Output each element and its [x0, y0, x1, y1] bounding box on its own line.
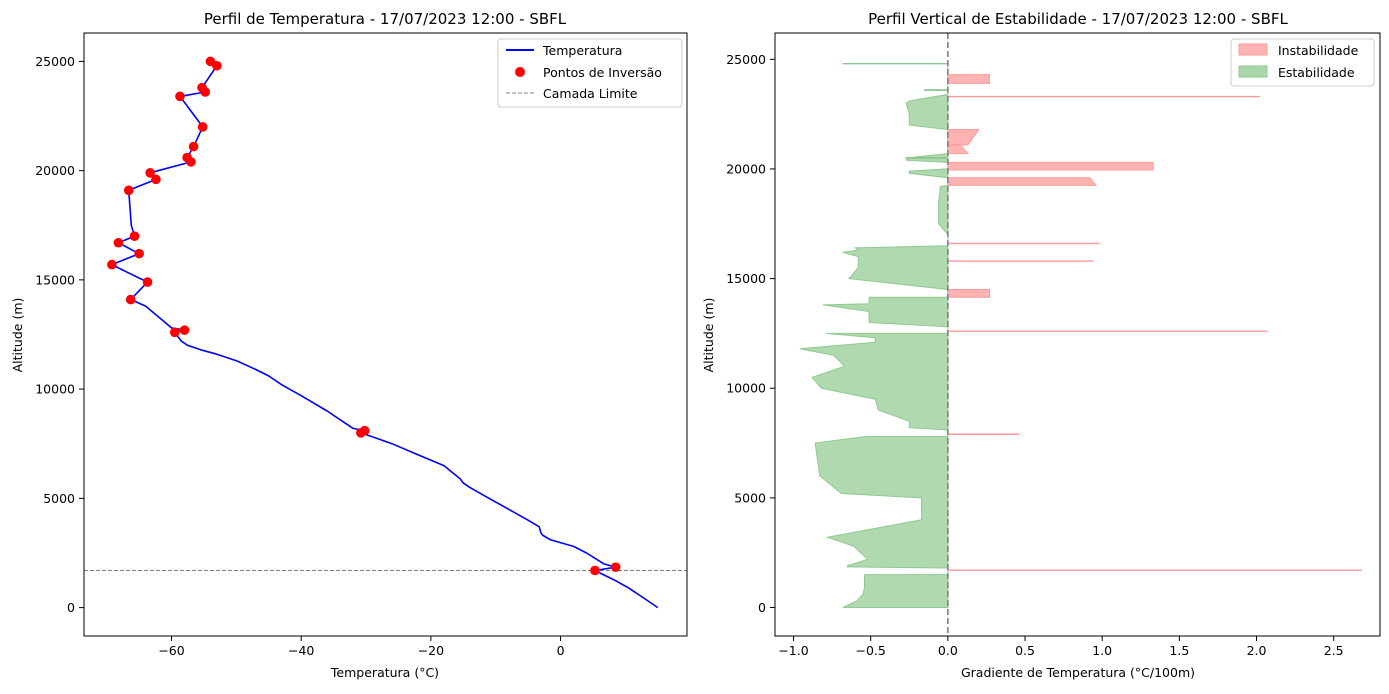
inversion-point: [611, 562, 621, 572]
legend-stability-swatch: [1239, 66, 1267, 77]
chart1-x-tick-label: −20: [418, 643, 444, 658]
inversion-point: [126, 295, 136, 305]
chart1-y-label: Altitude (m): [10, 298, 25, 373]
chart2-y-tick-label: 0: [758, 600, 766, 615]
chart1-x-tick-label: −40: [288, 643, 314, 658]
chart1-plot-area: [84, 57, 687, 608]
chart2-x-tick-label: −0.5: [856, 643, 886, 658]
chart1-y-axis: 0 5000 10000 15000 20000 25000: [35, 54, 84, 615]
inversion-point: [130, 231, 140, 241]
inversion-point: [170, 328, 180, 338]
chart2-y-tick-label: 20000: [726, 161, 766, 176]
chart2-y-tick-label: 5000: [734, 490, 766, 505]
chart1-title: Perfil de Temperatura - 17/07/2023 12:00…: [204, 10, 567, 28]
instability-segment: [948, 178, 1096, 186]
chart1-y-tick-label: 0: [67, 600, 75, 615]
chart1-x-label: Temperatura (°C): [330, 665, 439, 680]
chart2-y-tick-label: 10000: [726, 381, 766, 396]
chart2-x-tick-label: 2.0: [1247, 643, 1267, 658]
chart2-legend: Instabilidade Estabilidade: [1231, 39, 1374, 86]
legend-instability-label: Instabilidade: [1278, 43, 1359, 58]
chart1-y-tick-label: 5000: [43, 491, 75, 506]
inversion-point: [206, 57, 216, 67]
stability-segment: [906, 158, 948, 159]
inversion-point: [198, 122, 208, 132]
chart1-y-tick-label: 10000: [35, 382, 75, 397]
chart1-y-tick-label: 25000: [35, 54, 75, 69]
inversion-point: [360, 426, 370, 436]
chart2-x-tick-label: 0.0: [938, 643, 958, 658]
inversion-point: [182, 153, 192, 163]
inversion-point: [124, 186, 134, 196]
inversion-point: [590, 566, 600, 576]
chart1-x-axis: −60 −40 −20 0: [158, 636, 564, 658]
chart1-legend: Temperatura Pontos de Inversão Camada Li…: [498, 39, 682, 107]
inversion-point: [197, 83, 207, 93]
chart1-y-tick-label: 20000: [35, 163, 75, 178]
legend-instability-swatch: [1239, 44, 1267, 55]
chart1-x-tick-label: 0: [557, 643, 565, 658]
stability-profile-chart: Perfil Vertical de Estabilidade - 17/07/…: [701, 10, 1380, 680]
legend-boundary-label: Camada Limite: [543, 86, 638, 101]
chart2-y-tick-label: 15000: [726, 271, 766, 286]
legend-stability-label: Estabilidade: [1278, 65, 1355, 80]
instability-segment: [948, 75, 990, 84]
temperature-profile-chart: Perfil de Temperatura - 17/07/2023 12:00…: [10, 10, 687, 680]
chart2-x-tick-label: −1.0: [778, 643, 808, 658]
chart2-x-axis: −1.0 −0.5 0.0 0.5 1.0 1.5 2.0 2.5: [778, 636, 1343, 658]
stability-segment: [925, 90, 948, 91]
instability-segment: [948, 129, 979, 144]
chart2-plot-area: [800, 33, 1362, 636]
legend-inversion-label: Pontos de Inversão: [543, 65, 662, 80]
chart2-x-tick-label: 1.0: [1092, 643, 1112, 658]
instability-segment: [948, 162, 1153, 170]
inversion-point: [143, 277, 153, 287]
inversion-point: [145, 168, 155, 178]
chart2-x-label: Gradiente de Temperatura (°C/100m): [961, 665, 1195, 680]
chart2-x-tick-label: 2.5: [1324, 643, 1344, 658]
stability-area: [800, 62, 948, 608]
legend-temperature-label: Temperatura: [542, 43, 622, 58]
instability-segment: [948, 290, 990, 298]
chart2-y-label: Altitude (m): [701, 298, 716, 373]
inversion-point: [180, 325, 190, 335]
chart2-y-axis: 0 5000 10000 15000 20000 25000: [726, 52, 775, 615]
inversion-point: [134, 249, 144, 259]
inversion-point: [189, 142, 199, 152]
chart1-y-tick-label: 15000: [35, 272, 75, 287]
inversion-point: [107, 260, 117, 270]
chart2-x-tick-label: 0.5: [1015, 643, 1035, 658]
chart2-x-tick-label: 1.5: [1169, 643, 1189, 658]
inversion-point: [114, 238, 124, 248]
chart1-x-tick-label: −60: [158, 643, 184, 658]
legend-inversion-swatch: [515, 67, 525, 77]
chart2-y-tick-label: 25000: [726, 52, 766, 67]
inversion-point: [175, 92, 185, 102]
instability-segment: [948, 145, 968, 154]
chart2-title: Perfil Vertical de Estabilidade - 17/07/…: [868, 10, 1288, 28]
